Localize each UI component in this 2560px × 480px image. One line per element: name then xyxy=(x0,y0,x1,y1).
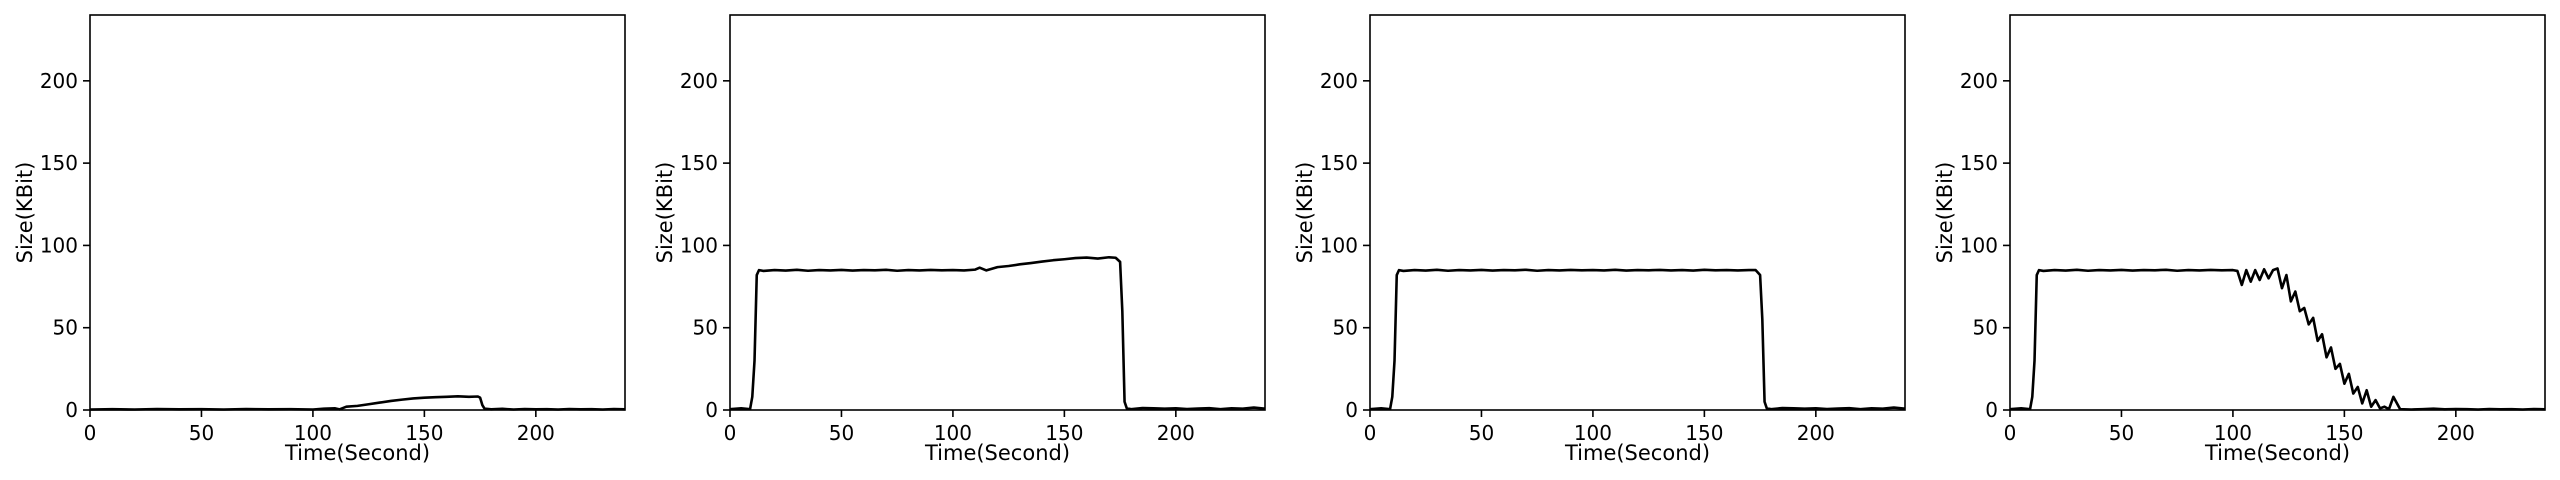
chart-panel-1: 0 50 100 150 200 0 50 100 150 200 Time(Second) Size… xyxy=(13,14,626,465)
x-axis-label: Time(Second) xyxy=(284,441,430,465)
chart-panel-4: 0 50 100 150 200 0 50 100 150 200 Time(Second) Size… xyxy=(1933,14,2546,465)
axes-frame xyxy=(729,14,1266,411)
y-tick-label: 0 xyxy=(65,398,78,422)
x-tick-label: 0 xyxy=(1364,421,1377,445)
y-tick-label: 100 xyxy=(680,233,718,257)
y-tick-label: 150 xyxy=(1960,151,1998,175)
y-tick-label: 0 xyxy=(1985,398,1998,422)
x-tick-label: 200 xyxy=(2437,421,2475,445)
x-tick-label: 0 xyxy=(2004,421,2017,445)
y-tick-label: 0 xyxy=(705,398,718,422)
y-tick-label: 100 xyxy=(40,233,78,257)
x-tick-label: 100 xyxy=(2214,421,2252,445)
x-tick-label: 200 xyxy=(1797,421,1835,445)
x-axis-label: Time(Second) xyxy=(1564,441,1710,465)
x-tick-label: 0 xyxy=(724,421,737,445)
y-tick-label: 150 xyxy=(40,151,78,175)
y-tick-label: 200 xyxy=(680,69,718,93)
y-tick-label: 200 xyxy=(1960,69,1998,93)
y-tick-label: 50 xyxy=(53,316,78,340)
x-tick-label: 150 xyxy=(1685,421,1723,445)
x-tick-label: 50 xyxy=(189,421,214,445)
y-tick-label: 50 xyxy=(1973,316,1998,340)
y-tick-label: 100 xyxy=(1960,233,1998,257)
x-tick-label: 150 xyxy=(405,421,443,445)
x-tick-label: 100 xyxy=(294,421,332,445)
series-line-2-1 xyxy=(729,255,1266,411)
chart-panel-2: 0 50 100 150 200 0 50 100 150 200 Time(Second) Size… xyxy=(653,14,1266,465)
y-axis-label: Size(KBit) xyxy=(1933,162,1957,264)
x-tick-label: 50 xyxy=(2109,421,2134,445)
axes-frame xyxy=(89,14,626,411)
x-axis-label: Time(Second) xyxy=(2204,441,2350,465)
x-axis-label: Time(Second) xyxy=(924,441,1070,465)
series-line-3-1 xyxy=(1369,268,1906,411)
y-tick-label: 100 xyxy=(1320,233,1358,257)
y-tick-label: 150 xyxy=(1320,151,1358,175)
y-tick-label: 150 xyxy=(680,151,718,175)
y-axis-label: Size(KBit) xyxy=(653,162,677,264)
y-tick-label: 50 xyxy=(693,316,718,340)
axes-frame xyxy=(2009,14,2546,411)
series-line-4-1 xyxy=(2009,267,2546,411)
x-tick-label: 0 xyxy=(84,421,97,445)
x-tick-label: 200 xyxy=(517,421,555,445)
x-tick-label: 100 xyxy=(1574,421,1612,445)
y-tick-label: 0 xyxy=(1345,398,1358,422)
x-tick-label: 100 xyxy=(934,421,972,445)
x-tick-label: 50 xyxy=(1469,421,1494,445)
y-axis-label: Size(KBit) xyxy=(1293,162,1317,264)
chart-panels: 0 50 100 150 200 0 50 100 150 200 Time(Second) Size… xyxy=(13,14,2546,465)
y-tick-label: 200 xyxy=(40,69,78,93)
series-line-1-1 xyxy=(89,395,626,411)
x-tick-label: 50 xyxy=(829,421,854,445)
y-tick-label: 200 xyxy=(1320,69,1358,93)
axes-frame xyxy=(1369,14,1906,411)
x-tick-label: 200 xyxy=(1157,421,1195,445)
x-tick-label: 150 xyxy=(1045,421,1083,445)
chart-panel-3: 0 50 100 150 200 0 50 100 150 200 Time(Second) Size… xyxy=(1293,14,1906,465)
y-axis-label: Size(KBit) xyxy=(13,162,37,264)
y-tick-label: 50 xyxy=(1333,316,1358,340)
x-tick-label: 150 xyxy=(2325,421,2363,445)
